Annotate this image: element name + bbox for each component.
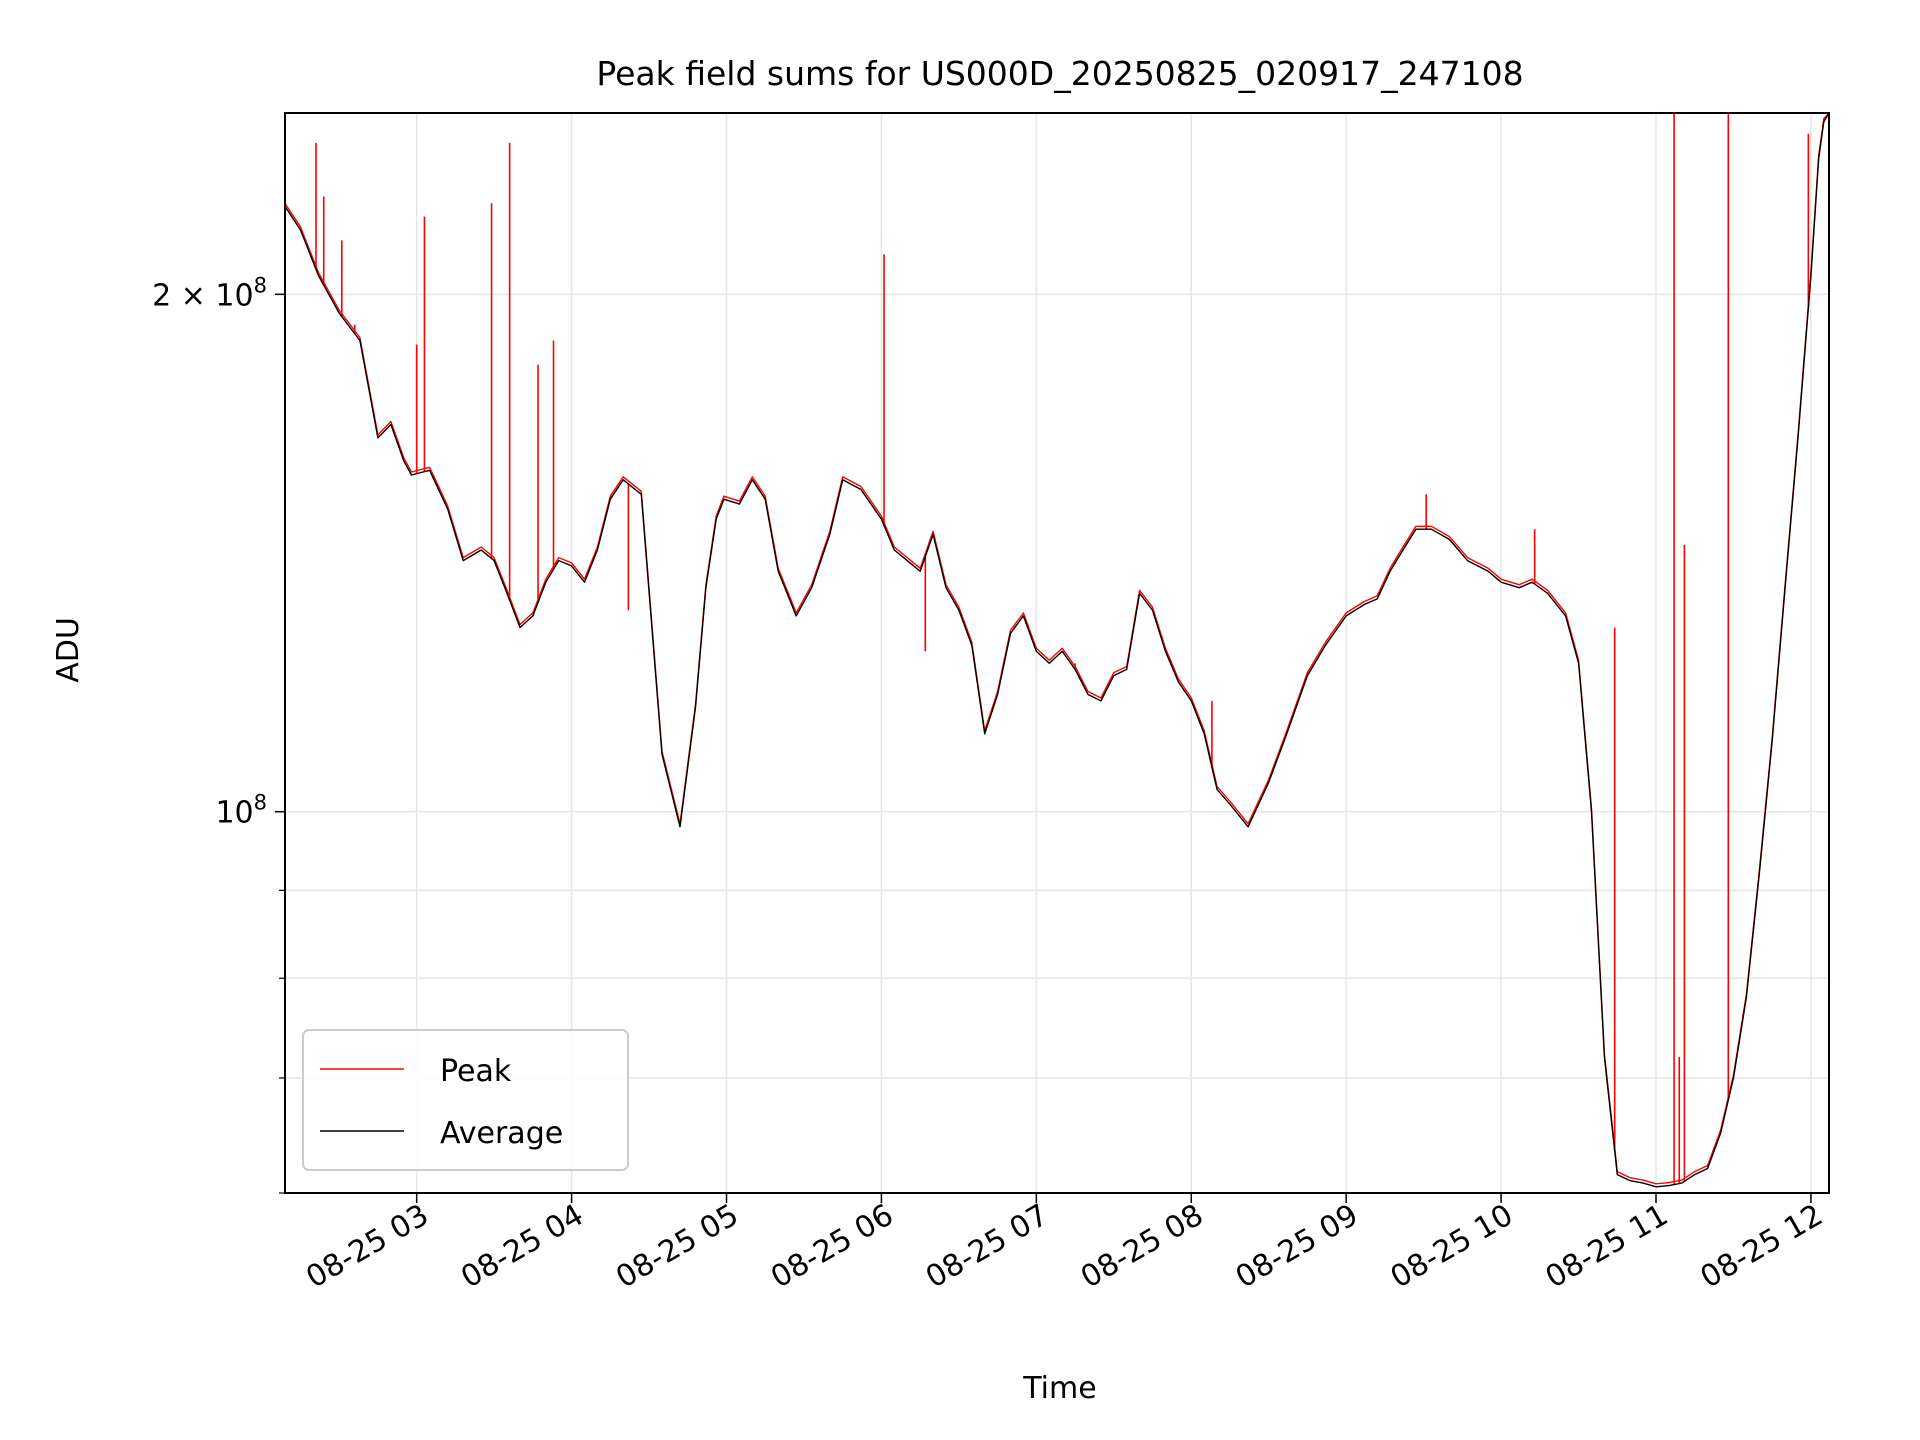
x-tick-label: 08-25 06: [765, 1198, 899, 1296]
series-average-line: [284, 112, 1830, 1188]
legend-box: [302, 1029, 629, 1171]
x-tick-label: 08-25 04: [455, 1198, 589, 1296]
chart-title: Peak field sums for US000D_20250825_0209…: [596, 54, 1523, 93]
series-layer: [284, 112, 1830, 1188]
x-tick-label: 08-25 08: [1075, 1198, 1209, 1296]
x-tick-label: 08-25 03: [300, 1198, 434, 1296]
y-tick-label: 108: [215, 791, 267, 831]
legend-average-label: Average: [440, 1116, 563, 1151]
x-tick-label: 08-25 07: [920, 1198, 1054, 1296]
legend-peak-label: Peak: [440, 1054, 512, 1089]
x-tick-label: 08-25 05: [610, 1198, 744, 1296]
x-tick-label: 08-25 12: [1695, 1198, 1829, 1296]
plot-frame: [284, 112, 1830, 1194]
x-tick-label: 08-25 10: [1385, 1198, 1519, 1296]
x-tick-label: 08-25 11: [1540, 1198, 1674, 1296]
x-axis-label: Time: [1022, 1371, 1096, 1406]
legend: Peak Average: [302, 1029, 629, 1171]
x-tick-label: 08-25 09: [1230, 1198, 1364, 1296]
series-peak-line: [284, 112, 1830, 1185]
y-tick-label: 2 × 108: [152, 273, 267, 313]
y-axis-label: ADU: [51, 617, 86, 683]
